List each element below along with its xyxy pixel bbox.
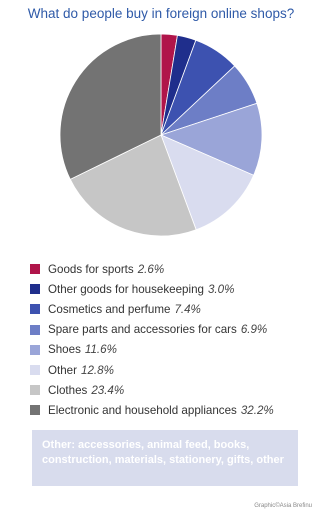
legend-item: Shoes 11.6% (30, 340, 320, 360)
legend-label: Spare parts and accessories for cars (48, 323, 237, 337)
legend-swatch (30, 324, 40, 335)
legend-item: Spare parts and accessories for cars 6.9% (30, 320, 320, 340)
legend-item: Other goods for housekeeping 3.0% (30, 279, 320, 299)
legend-item: Goods for sports 2.6% (30, 259, 320, 279)
legend-item: Cosmetics and perfume 7.4% (30, 299, 320, 319)
legend-value: 6.9% (240, 323, 268, 337)
legend-item: Clothes 23.4% (30, 380, 320, 400)
legend-label: Electronic and household appliances (48, 403, 237, 417)
legend-swatch (30, 405, 40, 416)
legend-value: 32.2% (240, 403, 274, 417)
legend-swatch (30, 284, 40, 295)
legend-label: Shoes (48, 343, 81, 357)
legend-swatch (30, 304, 40, 315)
legend-swatch (30, 344, 40, 355)
legend-value: 11.6% (84, 343, 117, 357)
legend-value: 3.0% (207, 282, 235, 296)
legend-item: Other 12.8% (30, 360, 320, 380)
pie-slice-7 (59, 33, 162, 180)
legend-swatch (30, 365, 40, 376)
pie-slice-6 (69, 134, 197, 237)
chart-legend: Goods for sports 2.6% Other goods for hous… (30, 259, 320, 421)
pie-slice-5 (160, 134, 255, 231)
pie-slice-4 (159, 102, 263, 176)
graphic-credit: Graphic©Asia Brefinu (254, 503, 312, 509)
legend-value: 12.8% (81, 363, 114, 377)
legend-value: 2.6% (137, 262, 165, 276)
legend-swatch (30, 385, 40, 396)
legend-label: Other goods for housekeeping (48, 282, 204, 296)
legend-swatch (30, 264, 40, 275)
legend-item: Electronic and household appliances 32.2% (30, 400, 320, 420)
legend-value: 23.4% (91, 383, 125, 397)
other-note-text: Other: accessories, animal feed, books, … (42, 439, 284, 466)
legend-label: Clothes (48, 383, 88, 397)
chart-title: What do people buy in foreign online sho… (27, 6, 295, 21)
legend-value: 7.4% (174, 302, 201, 316)
legend-label: Other (48, 363, 77, 377)
other-note-box: Other: accessories, animal feed, books, … (32, 430, 298, 486)
legend-label: Cosmetics and perfume (48, 302, 171, 316)
legend-label: Goods for sports (48, 262, 134, 276)
